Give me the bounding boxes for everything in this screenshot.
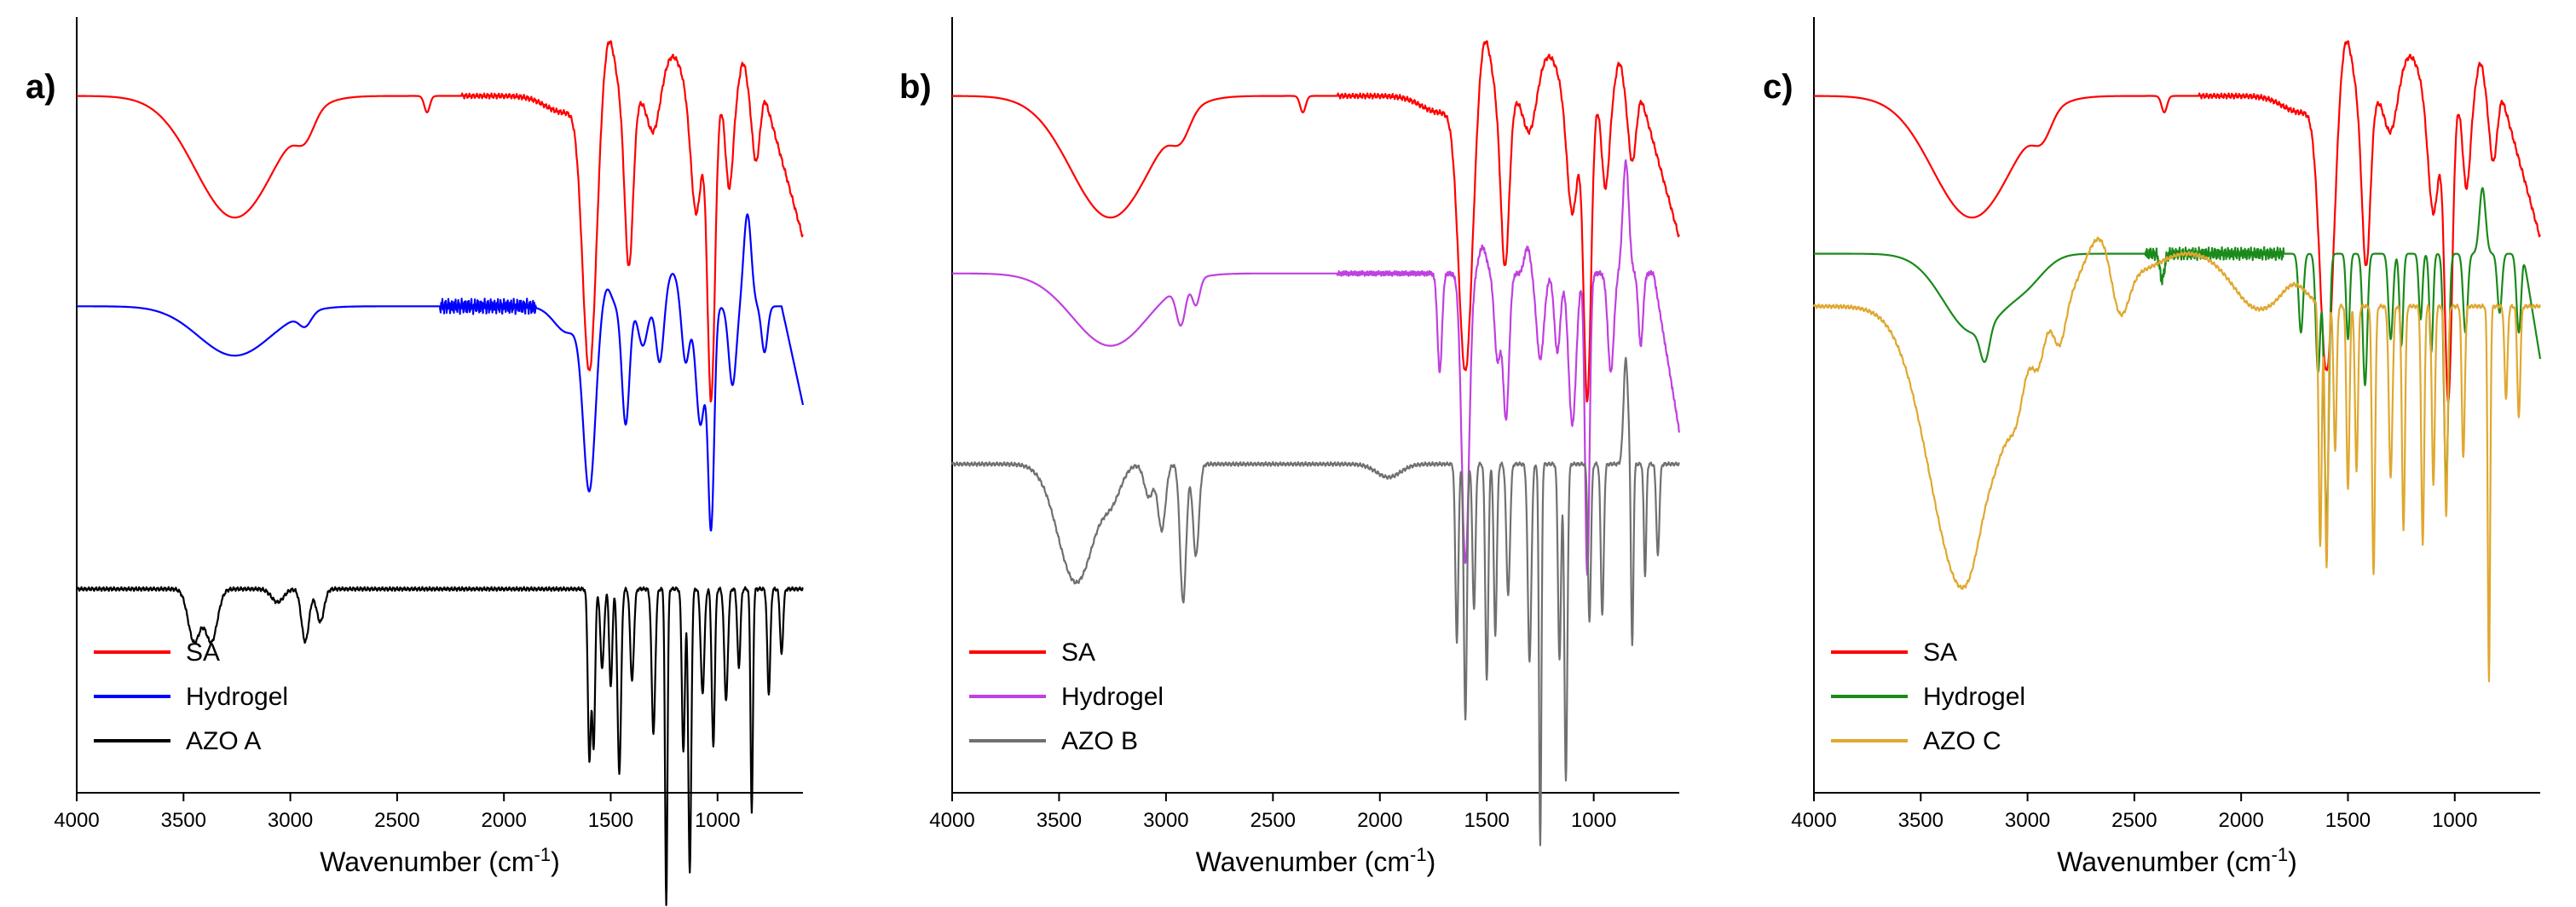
panel-a: 4000 3500 3000 2500 2000 1500 1000 Wavenumber (… [26,17,805,906]
x-tick-label: 3500 [1037,809,1082,832]
panel-label: a) [26,68,56,106]
x-tick-label: 1500 [588,809,633,832]
x-tick-label: 2000 [2218,809,2263,832]
series-line-hydrogel [76,213,805,532]
x-tick-label: 2500 [1250,809,1296,832]
legend-label: AZO A [186,727,261,755]
legend-label: AZO C [1923,727,2001,755]
x-tick-label: 1500 [1464,809,1510,832]
x-axis-title: Wavenumber (cm-1) [320,844,560,877]
legend-label: Hydrogel [186,683,288,711]
x-tick-label: 3000 [2005,809,2050,832]
x-axis-title: Wavenumber (cm-1) [2057,844,2297,877]
legend: SA Hydrogel AZO B [969,638,1164,755]
x-tick-label: 2000 [1357,809,1402,832]
panel-label: b) [899,68,932,106]
legend-label: Hydrogel [1061,683,1164,711]
x-tick-label: 3000 [1143,809,1188,832]
series-line-hydrogel [951,159,1681,576]
panel-c: 4000 3500 3000 2500 2000 1500 1000 Wavenumber (… [1763,17,2542,877]
legend-label: AZO B [1061,727,1138,755]
x-tick-label: 1000 [695,809,740,832]
x-tick-label: 4000 [929,809,974,832]
legend-label: SA [186,638,220,667]
x-tick-label: 2000 [481,809,526,832]
x-tick-label: 4000 [54,809,99,832]
x-tick-label: 1500 [2325,809,2371,832]
series-line-sa [1813,40,2541,403]
series-line-sa [76,40,804,403]
x-tick-label: 2500 [2111,809,2157,832]
x-tick-label: 4000 [1791,809,1836,832]
legend: SA Hydrogel AZO C [1831,638,2025,755]
series-line-azo-a [75,586,804,906]
panel-b: 4000 3500 3000 2500 2000 1500 1000 Wavenumber (… [899,17,1681,877]
series-line-sa [951,40,1680,403]
legend: SA Hydrogel AZO A [94,638,288,755]
x-tick-label: 1000 [2432,809,2477,832]
x-tick-label: 1000 [1571,809,1616,832]
legend-label: SA [1923,638,1957,667]
legend-label: SA [1061,638,1095,667]
series-line-azo-b [950,356,1680,846]
legend-label: Hydrogel [1923,683,2025,711]
x-tick-label: 3000 [268,809,313,832]
x-tick-label: 3500 [161,809,206,832]
x-tick-label: 2500 [374,809,419,832]
series-line-hydrogel [1813,187,2542,524]
series-line-azo-c [1812,236,2541,683]
x-tick-label: 3500 [1898,809,1944,832]
x-axis-title: Wavenumber (cm-1) [1196,844,1436,877]
panel-label: c) [1763,68,1793,106]
